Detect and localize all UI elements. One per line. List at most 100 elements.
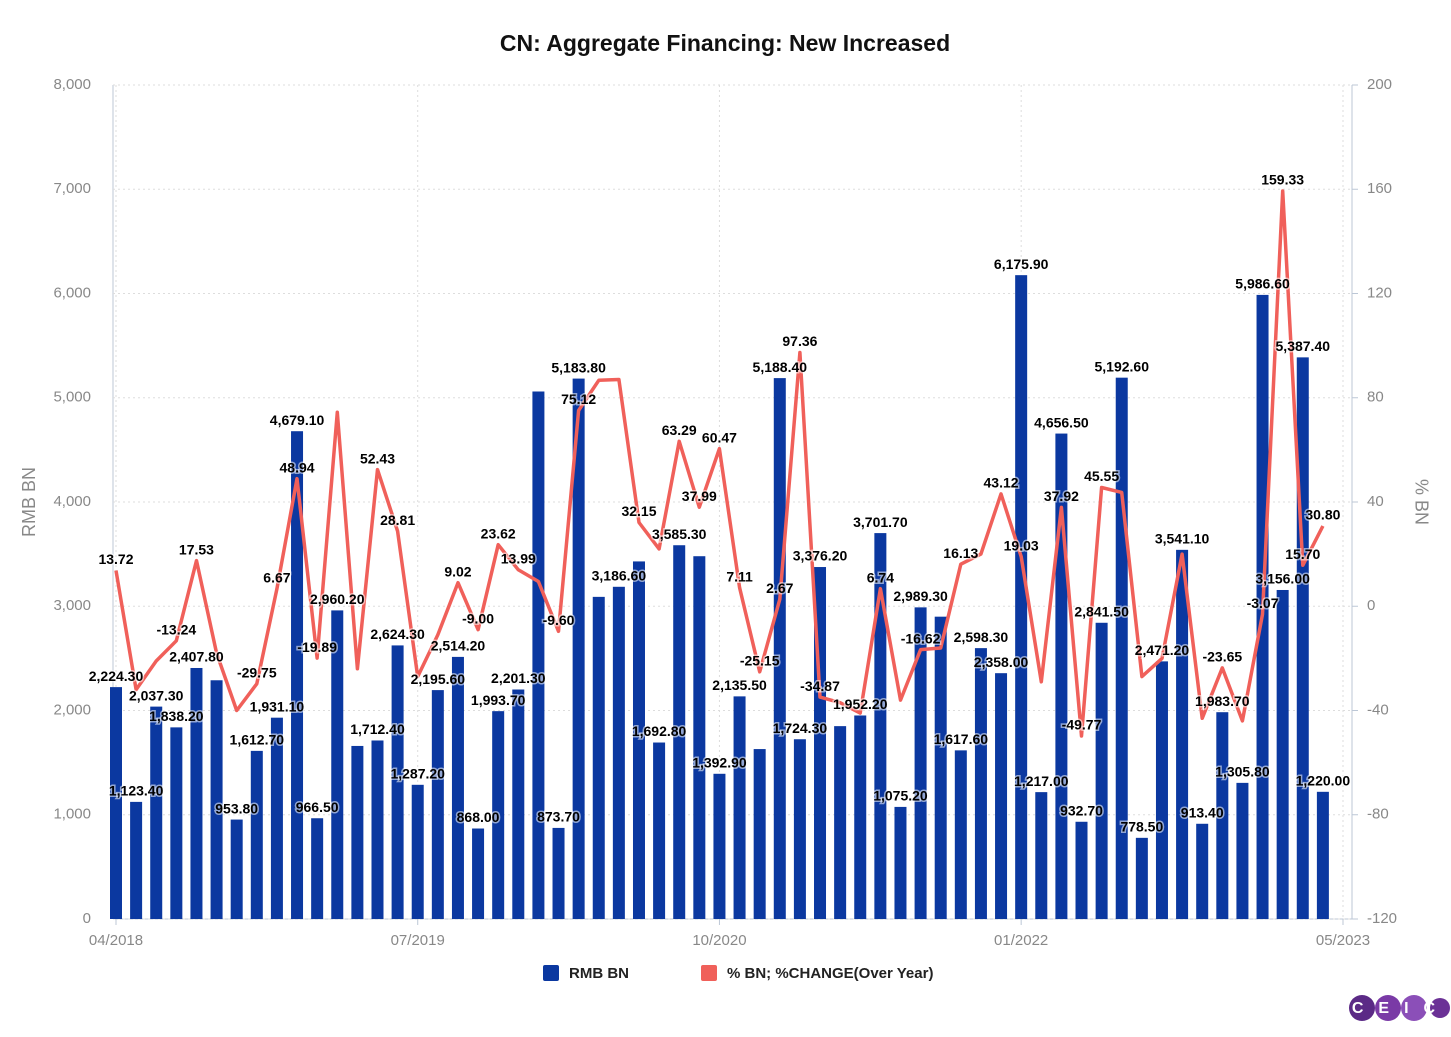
data-label: 1,952.20: [833, 696, 888, 712]
bar: [431, 690, 444, 919]
data-label: 17.53: [179, 541, 214, 557]
bar: [270, 717, 283, 919]
data-label: 3,701.70: [853, 514, 908, 530]
data-label: 19.03: [1004, 537, 1039, 553]
bar: [291, 431, 304, 919]
y2-tick-label: 160: [1367, 180, 1392, 197]
data-label: 1,724.30: [773, 720, 828, 736]
data-label: 966.50: [296, 799, 339, 815]
y2-tick-label: -40: [1367, 701, 1389, 718]
x-tick-label: 07/2019: [391, 932, 445, 949]
data-label: -16.62: [901, 630, 941, 646]
line: [114, 189, 1325, 738]
data-label: 3,376.20: [793, 548, 848, 564]
data-label: 2,358.00: [974, 654, 1029, 670]
data-label: -34.87: [800, 678, 840, 694]
legend-swatch: [543, 965, 559, 981]
data-label: 1,617.60: [934, 731, 989, 747]
bar: [552, 827, 565, 919]
data-label: 159.33: [1261, 172, 1304, 188]
y-tick-label: 4,000: [53, 493, 91, 510]
legend-swatch: [701, 965, 717, 981]
y2-tick-label: 0: [1367, 597, 1375, 614]
legend-label: % BN; %CHANGE(Over Year): [727, 965, 933, 982]
bar: [995, 673, 1008, 919]
data-label: 6,175.90: [994, 256, 1049, 272]
data-label: 63.29: [662, 422, 697, 438]
bar: [934, 616, 947, 919]
data-label: 43.12: [984, 475, 1019, 491]
x-tick-label: 04/2018: [89, 932, 143, 949]
bar: [974, 648, 987, 919]
bar: [1135, 837, 1148, 919]
x-tick-label: 05/2023: [1316, 932, 1370, 949]
data-label: 932.70: [1060, 802, 1103, 818]
bar: [693, 556, 706, 919]
bar: [1296, 357, 1309, 920]
data-label: 2,960.20: [310, 591, 365, 607]
y2-axis-label: % BN: [1411, 479, 1431, 525]
bar: [773, 378, 786, 919]
data-label: 1,983.70: [1195, 693, 1250, 709]
data-label: 4,679.10: [270, 412, 325, 428]
data-label: 1,217.00: [1014, 773, 1069, 789]
data-label: 953.80: [215, 800, 258, 816]
bar: [451, 656, 464, 919]
bar: [653, 742, 666, 919]
data-label: 37.99: [682, 488, 717, 504]
data-label: -9.60: [543, 612, 575, 628]
bar: [914, 607, 927, 919]
bar: [130, 801, 143, 919]
data-label: 52.43: [360, 450, 395, 466]
data-label: 3,186.60: [592, 568, 647, 584]
data-label: 4,656.50: [1034, 414, 1089, 430]
bar: [1176, 549, 1189, 919]
bar: [331, 610, 344, 919]
data-label: 2,224.30: [89, 668, 144, 684]
data-label: 1,712.40: [350, 721, 405, 737]
data-label: 97.36: [782, 333, 817, 349]
data-label: 5,986.60: [1235, 276, 1290, 292]
bar: [1155, 661, 1168, 919]
y2-tick-label: 120: [1367, 284, 1392, 301]
data-label: 2.67: [766, 580, 793, 596]
data-label: 2,201.30: [491, 670, 546, 686]
data-label: 913.40: [1181, 804, 1224, 820]
y-tick-label: 3,000: [53, 597, 91, 614]
bar: [210, 680, 223, 919]
data-label: 60.47: [702, 429, 737, 445]
data-label: 778.50: [1120, 819, 1163, 835]
bar: [733, 696, 746, 919]
data-label: 3,156.00: [1255, 571, 1310, 587]
bar: [673, 545, 686, 919]
data-label: 6.74: [867, 569, 894, 585]
bar: [532, 391, 545, 919]
bar: [612, 586, 625, 919]
bar: [411, 784, 424, 919]
data-label: 5,192.60: [1094, 358, 1149, 374]
data-label: -13.24: [156, 621, 196, 637]
data-label: 48.94: [280, 459, 315, 475]
data-label: 2,624.30: [370, 626, 425, 642]
bar: [371, 740, 384, 919]
data-label: 868.00: [457, 809, 500, 825]
data-label: 5,183.80: [551, 359, 606, 375]
data-label: 1,838.20: [149, 708, 204, 724]
data-label: 1,287.20: [390, 766, 445, 782]
data-label: 2,989.30: [893, 588, 948, 604]
data-label: 2,195.60: [411, 671, 466, 687]
legend-label: RMB BN: [569, 965, 629, 982]
data-label: 1,612.70: [230, 732, 285, 748]
data-label: 6.67: [263, 570, 290, 586]
y2-tick-label: 40: [1367, 493, 1384, 510]
data-label: 23.62: [481, 525, 516, 541]
data-label: -25.15: [740, 653, 780, 669]
bar: [572, 378, 585, 919]
bar: [472, 828, 485, 919]
y-tick-label: 6,000: [53, 284, 91, 301]
data-label: -23.65: [1202, 649, 1242, 665]
bar: [1196, 823, 1209, 919]
bar: [954, 750, 967, 919]
logo: CEIC: [1349, 995, 1450, 1021]
